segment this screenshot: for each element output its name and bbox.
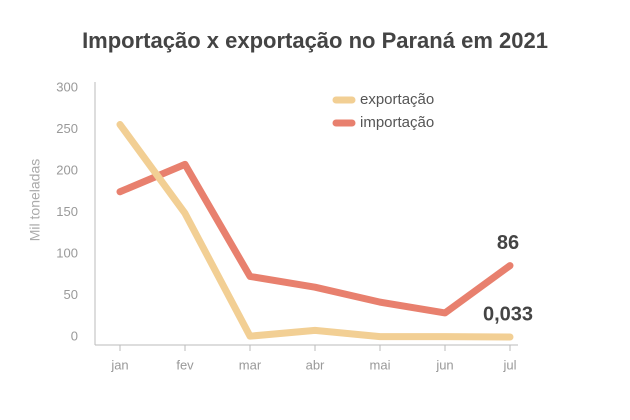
line: [116, 160, 514, 317]
y-tick-label: 300: [56, 79, 78, 94]
legend-label: exportação: [360, 91, 434, 108]
x-tick-label: jan: [110, 357, 128, 372]
x-tick-label: jun: [435, 357, 453, 372]
value-label: 86: [497, 232, 519, 254]
line: [116, 121, 514, 341]
chart-title: Importação x exportação no Paraná em 202…: [82, 28, 548, 53]
y-axis-label: Mil toneladas: [27, 159, 43, 242]
y-tick-label: 50: [64, 287, 78, 302]
value-label: 0,033: [483, 303, 533, 325]
x-tick-label: mar: [239, 357, 262, 372]
x-tick-label: abr: [306, 357, 325, 372]
x-tick-label: jul: [502, 357, 516, 372]
y-tick-label: 250: [56, 121, 78, 136]
y-tick-label: 200: [56, 162, 78, 177]
x-tick-label: mai: [370, 357, 391, 372]
y-tick-label: 100: [56, 245, 78, 260]
y-tick-label: 150: [56, 204, 78, 219]
legend-label: importação: [360, 114, 434, 131]
y-tick-label: 0: [71, 328, 78, 343]
x-tick-label: fev: [176, 357, 194, 372]
